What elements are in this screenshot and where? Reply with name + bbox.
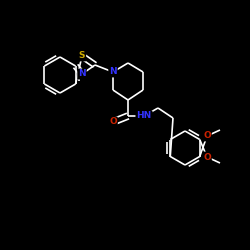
Text: HN: HN: [136, 112, 152, 120]
Text: N: N: [78, 70, 86, 78]
Text: O: O: [109, 118, 117, 126]
Text: O: O: [203, 132, 211, 140]
Text: S: S: [79, 52, 85, 60]
Text: N: N: [109, 68, 117, 76]
Text: O: O: [203, 152, 211, 162]
